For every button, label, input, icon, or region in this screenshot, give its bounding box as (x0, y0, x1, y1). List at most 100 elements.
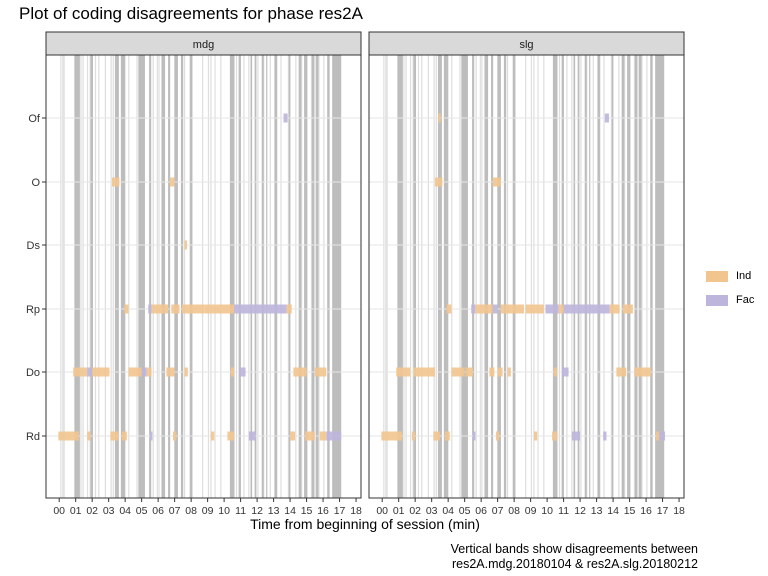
y-tick-label-do: Do (26, 367, 40, 379)
panel-slg-x-tick-label: 03 (426, 505, 438, 517)
panel-mdg-segment-ind (73, 367, 88, 377)
panel-slg-disagreement-band (397, 55, 403, 498)
panel-slg-segment-ind (451, 367, 465, 377)
panel-mdg-segment-fac (248, 431, 256, 441)
panel-mdg-x-tick-label: 10 (218, 505, 230, 517)
panel-slg-segment-ind (655, 431, 660, 441)
panel-slg-x-tick-label: 17 (657, 505, 669, 517)
panel-mdg-x-tick-label: 17 (334, 505, 346, 517)
x-axis-label: Time from beginning of session (min) (250, 516, 480, 532)
panel-slg-disagreement-band (552, 55, 558, 498)
panel-mdg-disagreement-band (274, 55, 278, 498)
panel-mdg-segment-ind (290, 431, 296, 441)
panel-slg-segment-ind (500, 304, 525, 314)
panel-mdg-segment-ind (227, 431, 235, 441)
panel-mdg-disagreement-band (229, 55, 235, 498)
panel-slg-disagreement-band (611, 55, 614, 498)
panel-slg-segment-fac (563, 304, 610, 314)
panel-mdg-segment-ind (304, 431, 315, 441)
panel-slg-segment-fac (471, 304, 476, 314)
panel-mdg-disagreement-band (332, 55, 342, 498)
panel-slg-x-tick-label: 13 (591, 505, 603, 517)
panel-slg-segment-ind (553, 367, 558, 377)
panel-slg-segment-ind (446, 304, 452, 314)
panel-mdg-segment-ind (92, 367, 110, 377)
y-tick-label-of: Of (28, 113, 41, 125)
panel-mdg-x-tick-label: 11 (235, 505, 246, 517)
panel-mdg-segment-ind (286, 304, 292, 314)
panel-mdg-segment-fac (283, 113, 288, 123)
panel-slg-segment-ind (634, 367, 652, 377)
panel-slg-segment-ind (552, 431, 558, 441)
panel-slg-disagreement-band (655, 55, 665, 498)
panel-mdg-segment-ind (293, 367, 307, 377)
panel-mdg-disagreement-band (238, 55, 241, 498)
panel-mdg-segment-ind (111, 177, 120, 187)
panel-slg-segment-ind (434, 177, 443, 187)
panel-mdg-segment-ind (87, 431, 91, 441)
panel-mdg-segment-ind (151, 304, 169, 314)
panel-slg-x-tick-label: 10 (541, 505, 553, 517)
panel-mdg-x-tick-label: 14 (284, 505, 296, 517)
panel-slg-x-tick-label: 16 (640, 505, 652, 517)
panel-mdg-disagreement-band (189, 55, 193, 498)
panel-slg-segment-fac (571, 431, 581, 441)
panel-mdg-segment-ind (110, 431, 119, 441)
panel-mdg-segment-fac (141, 367, 147, 377)
panel-mdg-x-tick-label: 04 (119, 505, 131, 517)
panel-slg-x-tick-label: 14 (607, 505, 619, 517)
panel-slg-x-tick-label: 11 (558, 505, 569, 517)
panel-slg-disagreement-band (638, 55, 642, 498)
panel-mdg-segment-ind (128, 367, 142, 377)
panel-slg-disagreement-band (627, 55, 631, 498)
panel-mdg-strip (45, 31, 362, 56)
panel-slg-disagreement-band (491, 55, 494, 498)
panel-slg-disagreement-band (597, 55, 601, 498)
panel-slg-segment-ind (492, 177, 501, 187)
panel-slg-disagreement-band (512, 55, 516, 498)
panel-mdg-x-tick-label: 09 (202, 505, 214, 517)
panel-mdg-segment-ind (204, 304, 235, 314)
panel-mdg-x-tick-label: 12 (251, 505, 263, 517)
panel-mdg-segment-ind (166, 367, 175, 377)
panel-slg-segment-fac (545, 304, 559, 314)
panel-mdg-x-tick-label: 18 (350, 505, 362, 517)
panel-mdg-x-tick-label: 01 (70, 505, 82, 517)
panel-slg-x-tick-label: 09 (525, 505, 537, 517)
panel-slg-x-tick-label: 01 (393, 505, 405, 517)
panel-slg-segment-ind (411, 431, 416, 441)
panel-mdg-disagreement-band (261, 55, 264, 498)
panel-slg-segment-ind (525, 304, 544, 314)
panel-slg-segment-ind (413, 367, 435, 377)
panel-slg-segment-fac (472, 431, 476, 441)
panel-mdg-segment-ind (314, 367, 327, 377)
panel-mdg-x-tick-label: 08 (185, 505, 197, 517)
panel-mdg-disagreement-band (161, 55, 166, 498)
panel-mdg-x-tick-label: 15 (301, 505, 313, 517)
panel-slg-segment-fac (659, 431, 666, 441)
panel-slg-segment-ind (533, 431, 538, 441)
panel-slg-disagreement-band (573, 55, 576, 498)
panel-slg-disagreement-band (577, 55, 580, 498)
chart-caption: Vertical bands show disagreements betwee… (451, 542, 698, 572)
legend-label-ind: Ind (736, 270, 752, 282)
chart-title: Plot of coding disagreements for phase r… (19, 4, 363, 23)
panel-slg-x-tick-label: 15 (624, 505, 636, 517)
panel-mdg-segment-ind (58, 431, 79, 441)
panel-slg-segment-fac (492, 304, 498, 314)
panel-mdg-disagreement-band (138, 55, 145, 498)
panel-slg-disagreement-band (472, 55, 475, 498)
panel-mdg-segment-ind (121, 431, 127, 441)
panel-slg-disagreement-band (484, 55, 489, 498)
panel-mdg-segment-ind (172, 431, 177, 441)
panel-mdg-segment-fac (234, 304, 287, 314)
legend-key-fac (706, 294, 728, 306)
panel-slg-disagreement-band (497, 55, 501, 498)
panel-mdg-segment-ind (124, 304, 129, 314)
legend: Ind Fac (706, 264, 754, 312)
panel-mdg-disagreement-band (266, 55, 268, 498)
panel-mdg-segment-ind (210, 431, 215, 441)
panel-mdg-segment-ind (184, 367, 188, 377)
panel-mdg-segment-fac (87, 367, 93, 377)
panel-slg-x-tick-label: 00 (376, 505, 388, 517)
